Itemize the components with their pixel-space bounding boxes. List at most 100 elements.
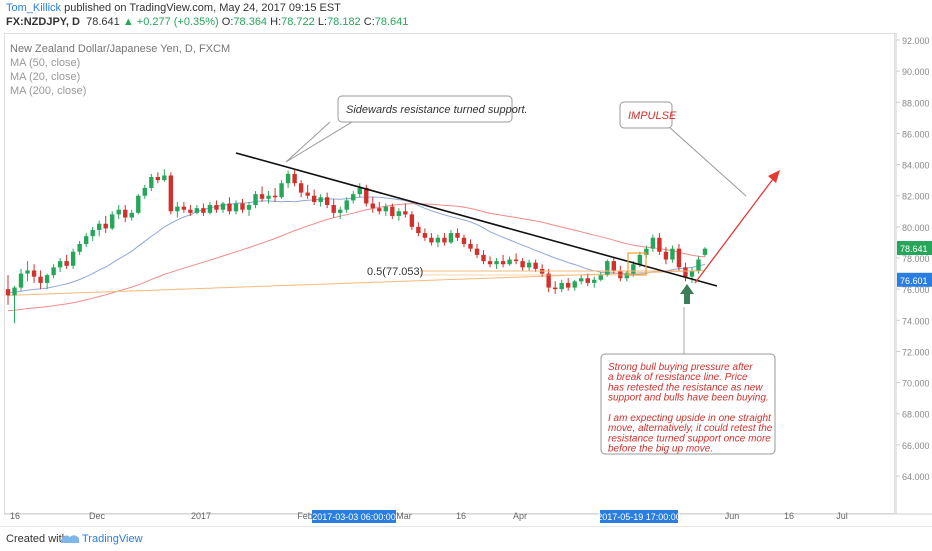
candle-body: [181, 206, 187, 210]
footer: Created with TradingView: [0, 526, 932, 551]
low-value: 78.182: [327, 16, 361, 28]
crosshair-time-tag: [312, 510, 396, 523]
publish-line: Tom_Killick published on TradingView.com…: [6, 2, 341, 14]
last-price-tag: [897, 241, 932, 256]
retest-box: [627, 252, 647, 276]
legend-ma50[interactable]: MA (50, close): [10, 57, 81, 69]
open-value: 78.364: [233, 16, 268, 28]
price-tick-label: 82.000: [902, 192, 930, 202]
analysis-line: before the big up move.: [608, 444, 713, 455]
candle-body: [338, 209, 343, 213]
candle-body: [663, 251, 669, 260]
candle-body: [448, 233, 454, 243]
chart-legend: New Zealand Dollar/Japanese Yen, D, FXCM…: [10, 42, 230, 98]
price-tick-label: 80.000: [902, 223, 930, 233]
candle-body: [500, 261, 506, 265]
green-up-arrow-icon: [680, 284, 694, 304]
candle-body: [403, 211, 408, 215]
candle-body: [429, 237, 434, 243]
candle-body: [592, 279, 597, 283]
impulse-text: IMPULSE: [628, 110, 677, 122]
candle-body: [318, 197, 323, 202]
time-tick-label: Jun: [725, 511, 740, 521]
time-tick-label: Dec: [89, 511, 106, 521]
candle-body: [696, 259, 701, 271]
candle-body: [481, 254, 486, 262]
candle-body: [298, 183, 304, 193]
candle-body: [311, 195, 317, 202]
candle-body: [702, 248, 708, 255]
candle-body: [103, 223, 108, 229]
analysis-line: has retested the resistance as new: [608, 382, 763, 393]
candle-body: [253, 194, 258, 206]
legend-ma200[interactable]: MA (200, close): [10, 85, 87, 97]
candle-body: [292, 173, 297, 184]
author-link[interactable]: Tom_Killick: [6, 2, 62, 14]
analysis-box: [600, 353, 776, 455]
candle-body: [566, 282, 571, 288]
candle-body: [624, 273, 630, 279]
candle-body: [644, 248, 649, 255]
candle-body: [533, 262, 538, 269]
ma20-line[interactable]: [7, 196, 706, 293]
candle-body: [513, 259, 519, 262]
candle-body: [142, 187, 147, 196]
tradingview-logo-icon[interactable]: [60, 531, 80, 545]
crosshair-time-label: 2017-05-19 17:00:00: [597, 512, 681, 522]
price-axis[interactable]: 92.000 90.000 88.000 86.000 84.000 82.000 80.0…: [895, 33, 932, 514]
candle-body: [683, 267, 688, 277]
tradingview-link[interactable]: TradingView: [82, 533, 143, 545]
candle-body: [526, 262, 532, 268]
instrument-title: New Zealand Dollar/Japanese Yen, D, FXCM: [10, 43, 231, 55]
time-tick-label: 16: [456, 511, 466, 521]
ma50-line[interactable]: [7, 203, 706, 312]
candle-body: [168, 175, 174, 212]
impulse-arrow-head: [768, 170, 780, 183]
price-tag: [897, 272, 932, 287]
candles: [5, 169, 708, 324]
candle-body: [468, 243, 473, 249]
candle-body: [155, 177, 161, 181]
candle-body: [70, 251, 76, 266]
price-tick-label: 92.000: [902, 36, 930, 46]
symbol-line: FX:NZDJPY, D 78.641 ▲ +0.277 (+0.35%) O:…: [6, 16, 408, 28]
up-arrow-icon: ▲: [122, 16, 134, 28]
crosshair-time-label: 2017-03-03 06:00:00: [312, 512, 396, 522]
crosshair-time-tag: [600, 510, 678, 523]
price-tick-label: 88.000: [902, 98, 930, 108]
candle-body: [324, 197, 330, 206]
published-text: published on TradingView.com, May 24, 20…: [64, 2, 341, 14]
candle-body: [83, 236, 89, 244]
candle-body: [559, 282, 564, 290]
candle-body: [38, 276, 43, 283]
callout-resistance-pointer: [285, 121, 353, 163]
open-label: O:: [221, 16, 234, 28]
candle-body: [25, 270, 30, 274]
candle-body: [455, 233, 460, 238]
candle-body: [357, 187, 362, 195]
candle-body: [279, 183, 284, 198]
high-label: H:: [270, 16, 282, 28]
legend-ma20[interactable]: MA (20, close): [10, 71, 81, 83]
candle-body: [572, 281, 577, 288]
time-axis[interactable]: 16 Dec 2017 Feb Mar 16 Apr Jun 16 Jul 2017-03-03 0…: [4, 510, 932, 523]
price-tick-label: 74.000: [902, 316, 930, 326]
candle-body: [442, 237, 447, 243]
candle-body: [461, 237, 467, 244]
candle-body: [305, 192, 310, 196]
created-with-text: Created with: [6, 533, 68, 545]
candle-body: [285, 173, 291, 184]
resistance-trendline[interactable]: [235, 152, 718, 287]
analysis-line: resistance turned support once more: [608, 433, 771, 444]
candle-body: [351, 194, 356, 201]
candle-body: [611, 261, 617, 271]
price-change: +0.277 (+0.35%): [136, 16, 219, 28]
candle-body: [214, 205, 219, 210]
candle-body: [5, 289, 11, 296]
close-label: C:: [363, 16, 375, 28]
candle-body: [377, 208, 382, 212]
fib-label: 0.5(77.053): [367, 266, 423, 278]
publish-header: Tom_Killick published on TradingView.com…: [0, 0, 932, 30]
last-price: 78.641: [86, 16, 120, 28]
